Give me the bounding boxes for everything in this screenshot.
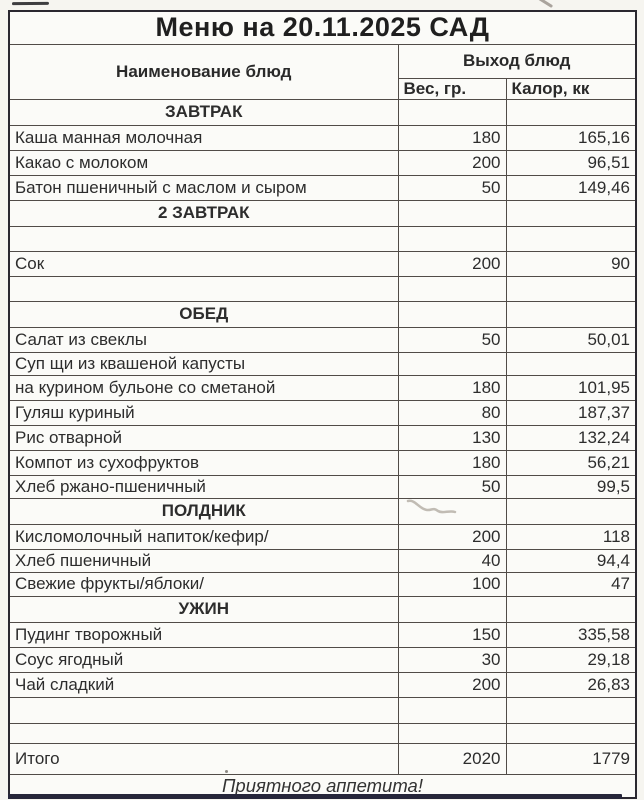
table-row: Батон пшеничный с маслом и сыром 50 149,… (8, 174, 637, 201)
scan-artifact-top-right (534, 0, 554, 8)
dish-weight: 200 (397, 671, 507, 698)
dish-name: Суп щи из квашеной капусты (8, 351, 399, 376)
dish-name: Каша манная молочная (8, 124, 399, 151)
dish-calories: 26,83 (505, 671, 637, 698)
dish-name: Гуляш куриный (8, 399, 399, 426)
table-row: Компот из сухофруктов 180 56,21 (8, 449, 637, 476)
section-row: ОБЕД (8, 300, 637, 328)
dish-calories: 118 (505, 523, 637, 550)
table-row: Рис отварной 130 132,24 (8, 424, 637, 451)
menu-table: Меню на 20.11.2025 САД Наименование блюд… (8, 10, 638, 799)
table-row: Какао с молоком 200 96,51 (8, 149, 637, 176)
dish-name: Компот из сухофруктов (8, 449, 399, 476)
dish-calories: 29,18 (505, 646, 637, 673)
empty-row (8, 275, 637, 302)
dish-calories: 149,46 (505, 174, 637, 201)
column-header-name: Наименование блюд (8, 43, 399, 100)
dish-weight: 150 (397, 621, 507, 648)
dish-name: Свежие фрукты/яблоки/ (8, 571, 399, 597)
dish-calories: 101,95 (505, 374, 637, 401)
total-weight: 2020 (397, 742, 507, 775)
table-row: на курином бульоне со сметаной 180 101,9… (8, 374, 637, 401)
table-row: Кисломолочный напиток/кефир/ 200 118 (8, 523, 637, 550)
dish-calories: 94,4 (505, 548, 637, 573)
dish-name: Чай сладкий (8, 671, 399, 698)
section-label: 2 ЗАВТРАК (8, 199, 399, 227)
section-label: ПОЛДНИК (8, 497, 399, 525)
dish-weight: 80 (397, 399, 507, 426)
dish-calories: 335,58 (505, 621, 637, 648)
table-row: Каша манная молочная 180 165,16 (8, 124, 637, 151)
section-row: ЗАВТРАК (8, 98, 637, 126)
section-row: ПОЛДНИК (8, 497, 637, 525)
dish-weight: 50 (397, 474, 507, 499)
dish-weight: 180 (397, 374, 507, 401)
table-row: Сок 200 90 (8, 250, 637, 277)
dish-name: Рис отварной (8, 424, 399, 451)
dish-calories: 50,01 (505, 326, 637, 353)
dish-name: Батон пшеничный с маслом и сыром (8, 174, 399, 201)
dish-calories: 132,24 (505, 424, 637, 451)
table-row: Свежие фрукты/яблоки/ 100 47 (8, 571, 637, 597)
page-title: Меню на 20.11.2025 САД (8, 10, 637, 45)
table-row: Соус ягодный 30 29,18 (8, 646, 637, 673)
dish-weight: 50 (397, 326, 507, 353)
dish-weight: 200 (397, 523, 507, 550)
scan-artifact-top-left (11, 1, 50, 6)
table-row: Гуляш куриный 80 187,37 (8, 399, 637, 426)
column-header-output: Выход блюд (397, 43, 637, 79)
dish-calories: 165,16 (505, 124, 637, 151)
dish-weight: 100 (397, 571, 507, 597)
dish-weight: 50 (397, 174, 507, 201)
dish-weight: 180 (397, 124, 507, 151)
dish-name: Кисломолочный напиток/кефир/ (8, 523, 399, 550)
dish-weight: 40 (397, 548, 507, 573)
table-row: Хлеб ржано-пшеничный 50 99,5 (8, 474, 637, 499)
dish-name: на курином бульоне со сметаной (8, 374, 399, 401)
dish-weight: 180 (397, 449, 507, 476)
header-row: Наименование блюд Выход блюд (8, 43, 637, 100)
dish-name: Какао с молоком (8, 149, 399, 176)
column-header-weight: Вес, гр. (397, 77, 507, 100)
dish-name: Салат из свеклы (8, 326, 399, 353)
table-row: Хлеб пшеничный 40 94,4 (8, 548, 637, 573)
dish-weight: 200 (397, 149, 507, 176)
scan-edge-bottom (8, 794, 622, 799)
table-row: Салат из свеклы 50 50,01 (8, 326, 637, 353)
dish-name: Хлеб пшеничный (8, 548, 399, 573)
section-row: УЖИН (8, 595, 637, 623)
dish-calories: 96,51 (505, 149, 637, 176)
dish-name: Хлеб ржано-пшеничный (8, 474, 399, 499)
table-row: Чай сладкий 200 26,83 (8, 671, 637, 698)
section-label: ОБЕД (8, 300, 399, 328)
dish-calories: 56,21 (505, 449, 637, 476)
dish-calories: 90 (505, 250, 637, 277)
total-label: Итого (8, 742, 399, 775)
total-calories: 1779 (505, 742, 637, 775)
empty-row (8, 696, 637, 724)
section-label: УЖИН (8, 595, 399, 623)
table-row: Суп щи из квашеной капусты (8, 351, 637, 376)
dish-calories: 99,5 (505, 474, 637, 499)
dish-calories: 47 (505, 571, 637, 597)
dish-weight: 30 (397, 646, 507, 673)
scan-artifact-smudge (405, 497, 461, 524)
total-row: Итого 2020 1779 (8, 742, 637, 775)
section-label: ЗАВТРАК (8, 98, 399, 126)
dish-weight: 200 (397, 250, 507, 277)
title-row: Меню на 20.11.2025 САД (8, 10, 637, 45)
section-row: 2 ЗАВТРАК (8, 199, 637, 227)
empty-row (8, 722, 637, 744)
empty-row (8, 225, 637, 252)
column-header-calories: Калор, кк (505, 77, 637, 100)
dish-name: Пудинг творожный (8, 621, 399, 648)
dish-name: Соус ягодный (8, 646, 399, 673)
dish-weight: 130 (397, 424, 507, 451)
table-row: Пудинг творожный 150 335,58 (8, 621, 637, 648)
scan-artifact-dot (225, 770, 228, 773)
dish-name: Сок (8, 250, 399, 277)
dish-calories: 187,37 (505, 399, 637, 426)
